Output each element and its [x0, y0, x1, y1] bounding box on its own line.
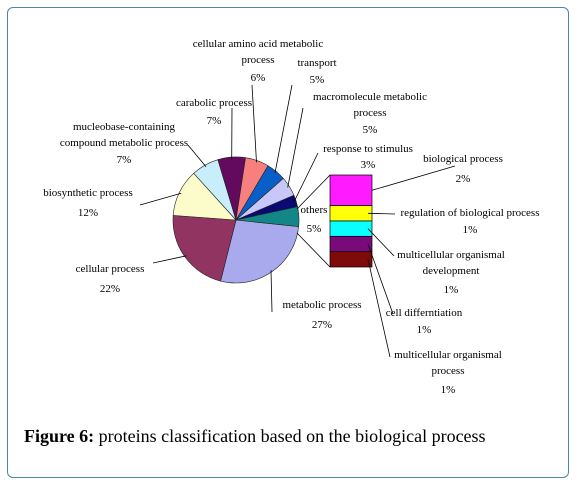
- slice-pct-biosynthetic-process: 12%: [78, 207, 98, 219]
- others-bar-segment-cell-differntiation: [329, 235, 373, 253]
- breakdown-leader-regulation-of-biological-process: [367, 212, 396, 215]
- slice-label-macromolecule-metabolic-process: process: [354, 107, 387, 119]
- slice-pct-transport: 5%: [310, 74, 325, 86]
- breakdown-pct-multicellular-organismal-development: 1%: [444, 284, 459, 296]
- slice-label-transport: transport: [297, 57, 336, 69]
- pie-slice-cellular-process: [172, 215, 237, 282]
- slice-label-cellular-amino-acid-metabolic-process: process: [242, 54, 275, 66]
- breakdown-pct-biological-process: 2%: [456, 173, 471, 185]
- leader-line-mucleobase-containing-compound-metabolic-process: [187, 144, 207, 168]
- slice-pct-mucleobase-containing-compound-metabolic-process: 7%: [117, 154, 132, 166]
- slice-pct-others: 5%: [307, 223, 322, 235]
- leader-line-cellular-amino-acid-metabolic-process: [251, 84, 257, 163]
- leader-line-response-to-stimulus: [293, 152, 319, 202]
- breakdown-pct-regulation-of-biological-process: 1%: [463, 224, 478, 236]
- others-bar-segment-multicellular-organismal-development: [329, 220, 373, 237]
- breakdown-leader-multicellular-organismal-development: [367, 228, 395, 257]
- leader-line-biosynthetic-process: [139, 192, 182, 206]
- breakdown-pct-multicellular-organismal-process: 1%: [441, 384, 456, 396]
- caption-text: proteins classification based on the bio…: [94, 426, 486, 446]
- slice-pct-response-to-stimulus: 3%: [361, 159, 376, 171]
- leader-line-transport: [274, 84, 293, 173]
- slice-label-macromolecule-metabolic-process: macromolecule metabolic: [313, 91, 427, 103]
- slice-label-metabolic-process: metabolic process: [282, 299, 361, 311]
- slice-pct-macromolecule-metabolic-process: 5%: [363, 124, 378, 136]
- others-bar-segment-biological-process: [329, 174, 373, 207]
- slice-label-response-to-stimulus: response to stimulus: [323, 143, 413, 155]
- others-bar-segment-multicellular-organismal-process: [329, 251, 373, 268]
- others-connector-bottom: [296, 232, 331, 268]
- caption-label: Figure 6:: [24, 426, 95, 446]
- slice-pct-metabolic-process: 27%: [312, 319, 332, 331]
- breakdown-leader-biological-process: [371, 165, 456, 191]
- breakdown-label-multicellular-organismal-process: multicellular organismal: [394, 349, 502, 361]
- slice-pct-cellular-process: 22%: [100, 283, 120, 295]
- pie-slice-metabolic-process: [220, 219, 299, 284]
- slice-label-cellular-process: cellular process: [76, 263, 145, 275]
- slice-pct-cellular-amino-acid-metabolic-process: 6%: [251, 72, 266, 84]
- slice-label-mucleobase-containing-compound-metabolic-process: mucleobase-containing: [73, 121, 176, 133]
- slice-label-others: others: [301, 204, 328, 216]
- breakdown-label-biological-process: biological process: [423, 153, 503, 165]
- others-connector-top: [296, 174, 331, 210]
- leader-line-cellular-process: [152, 255, 187, 264]
- breakdown-pct-cell-differntiation: 1%: [417, 324, 432, 336]
- others-bar-segment-regulation-of-biological-process: [329, 205, 373, 222]
- pie-slice-others: [235, 206, 300, 227]
- leader-line-macromolecule-metabolic-process: [287, 107, 304, 188]
- breakdown-leader-cell-differntiation: [367, 243, 394, 315]
- slice-pct-carabolic-process: 7%: [207, 115, 222, 127]
- breakdown-label-regulation-of-biological-process: regulation of biological process: [401, 207, 540, 219]
- breakdown-leader-multicellular-organismal-process: [367, 259, 391, 358]
- figure-caption: Figure 6: proteins classification based …: [24, 426, 486, 447]
- breakdown-label-multicellular-organismal-development: development: [423, 265, 480, 277]
- slice-label-carabolic-process: carabolic process: [176, 97, 252, 109]
- slice-label-cellular-amino-acid-metabolic-process: cellular amino acid metabolic: [193, 38, 324, 50]
- breakdown-label-multicellular-organismal-development: multicellular organismal: [397, 249, 505, 261]
- slice-label-biosynthetic-process: biosynthetic process: [43, 187, 133, 199]
- breakdown-label-cell-differntiation: cell differntiation: [386, 307, 463, 319]
- leader-line-metabolic-process: [270, 270, 273, 313]
- slice-label-mucleobase-containing-compound-metabolic-process: compound metabolic process: [60, 137, 188, 149]
- breakdown-label-multicellular-organismal-process: process: [432, 365, 465, 377]
